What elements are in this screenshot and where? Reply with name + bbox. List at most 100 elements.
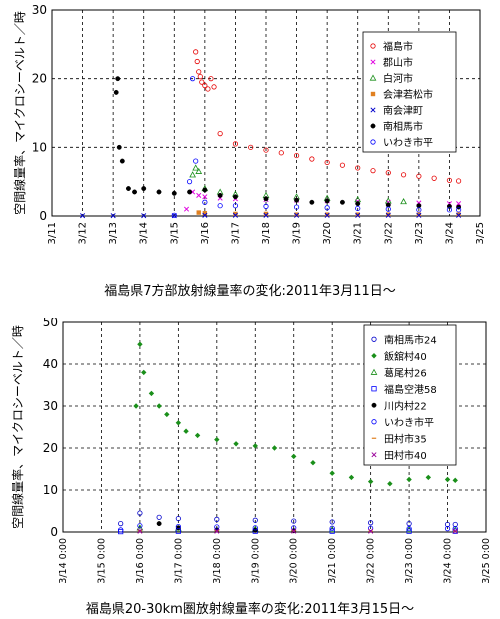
chart-0-series-5-point (339, 199, 345, 205)
chart-0-series-0-point (324, 159, 330, 166)
chart-1-series-3-point (118, 528, 124, 535)
chart-0-series-0-point (446, 177, 453, 183)
chart-1-xtick-label: 3/22 0:00 (366, 538, 377, 584)
chart-1-xtick-label: 3/24 0:00 (443, 538, 454, 584)
chart-1-series-1-point (175, 420, 182, 426)
chart-0-series-0 (193, 49, 462, 184)
chart-0-series-4-point (385, 212, 391, 218)
chart-0-series-0-point (205, 86, 211, 92)
chart-0-series-5-point (125, 186, 131, 191)
chart-1-series-1-point (194, 432, 201, 439)
chart-0-series-0-point (416, 173, 422, 179)
chart-1-series-1-point (141, 369, 147, 376)
chart-0-series-6-point (293, 204, 300, 210)
chart-0-legend-marker (370, 107, 376, 113)
chart-0-series-0-point (199, 79, 205, 85)
chart-1-series-0-point (137, 510, 143, 516)
chart-1-legend-label: 福島空港58 (384, 383, 437, 396)
chart-0-series-4-point (294, 212, 300, 218)
chart-0-series-0-point (193, 49, 199, 55)
chart-0-series-0-point (355, 165, 361, 171)
chart-0-legend-marker (370, 139, 376, 145)
chart-1-series-0 (118, 510, 458, 528)
chart-1-series-1-point (367, 478, 374, 485)
chart-0-series-5-point (263, 196, 269, 202)
chart-0-y-axis-label: 空間線量率、マイクロシーベルト／時 (12, 11, 27, 215)
chart-1-series-1-point (387, 481, 393, 487)
chart-0-series-6-point (355, 205, 361, 212)
chart-1-series-1-point (329, 470, 335, 476)
chart-0-series-3-point (233, 211, 238, 217)
chart-0-series-5-point (187, 189, 193, 195)
chart-0-series-0-point (278, 150, 284, 156)
chart-0-series-0-point (263, 147, 269, 153)
chart-0-series-3-point (263, 211, 269, 217)
chart-0-series-0-point (248, 144, 254, 150)
chart-1-ytick-label: 40 (43, 357, 58, 371)
chart-1-series-1-point (156, 403, 162, 409)
chart-0-series-5-point (355, 201, 361, 207)
chart-1-legend-label: 南相馬市24 (384, 333, 437, 346)
chart-0-series-0-point (400, 172, 407, 178)
chart-1-series-0-point (156, 514, 162, 520)
chart-0-series-5-point (115, 76, 121, 82)
chart-1-series-5-point (118, 527, 124, 533)
chart-1-series-1-point (133, 403, 139, 409)
chart-0-series-5-point (116, 144, 122, 150)
chart-0-xtick-label: 3/23 (414, 222, 425, 244)
chart-0-series-5-point (156, 189, 162, 195)
chart-0-series-0-point (232, 141, 239, 147)
chart-1-series-7-point (368, 528, 374, 534)
chart-0-series-6-point (446, 207, 453, 213)
chart-0-series-2-point (400, 198, 407, 205)
chart-1-ytick-label: 30 (43, 399, 58, 413)
chart-0-series-4-point (110, 213, 116, 219)
chart-1-series-1-point (252, 443, 258, 449)
chart-0-series-1-point (196, 192, 202, 198)
chart-0-series-5-point (232, 194, 238, 200)
chart-1-series-3-point (406, 528, 412, 534)
chart-0-series-6-point (263, 203, 269, 209)
chart-1-legend-marker (371, 419, 377, 425)
chart-1-ytick-label: 20 (43, 441, 58, 455)
chart-1-series-7-point (137, 528, 143, 534)
chart-0-series-0-point (197, 74, 203, 80)
chart-0-xtick-label: 3/22 (383, 222, 394, 244)
chart-0-series-5-point (202, 187, 208, 193)
chart-1-series-5-point (444, 526, 451, 532)
chart-1-series-5-point (368, 525, 374, 531)
chart-0-series-0-point (202, 82, 208, 89)
chart-1-series-5-point (214, 524, 220, 530)
chart-0-series-6-point (202, 199, 208, 205)
chart-0-legend-label: 南相馬市 (383, 120, 423, 133)
chart-1-series-0-point (214, 516, 220, 522)
chart-1-xtick-label: 3/23 0:00 (404, 538, 415, 584)
chart-0-legend-marker (370, 43, 376, 49)
chart-0-legend-marker (369, 74, 377, 81)
chart-1-series-7 (137, 528, 458, 534)
chart-0-series-0-point (196, 69, 202, 75)
chart-0-series-0-point (293, 152, 300, 159)
chart-1-series-1-point (233, 441, 239, 447)
chart-0-series-6-point (171, 212, 177, 218)
chart-0-series-4-point (202, 212, 208, 218)
chart-1-series-7-point (291, 528, 297, 534)
chart-0-series-5-point (141, 186, 147, 191)
chart-0-series-5-point (132, 189, 137, 195)
chart-1-series-0-point (175, 515, 181, 522)
chart-1-legend-marker (371, 336, 377, 342)
chart-0-series-4-point (355, 212, 361, 218)
chart-1-legend-label: 飯舘村40 (384, 350, 427, 363)
chart-0-legend-marker (370, 59, 376, 65)
chart-1-legend (363, 324, 457, 466)
chart-1-series-0-point (118, 521, 124, 527)
chart-0-series-6-point (190, 76, 196, 82)
chart-0-legend-label: 郡山市 (383, 56, 413, 69)
chart-1-series-5 (118, 523, 458, 533)
chart-1-xtick-label: 3/25 0:00 (481, 538, 492, 584)
chart-1-series-1-point (183, 428, 189, 434)
chart-1-legend-label: 田村市40 (384, 449, 427, 462)
chart-0-xtick-label: 3/18 (261, 222, 272, 244)
chart-1-legend-label: いわき市平 (384, 416, 434, 429)
chart-0-series-4-point (232, 212, 238, 218)
